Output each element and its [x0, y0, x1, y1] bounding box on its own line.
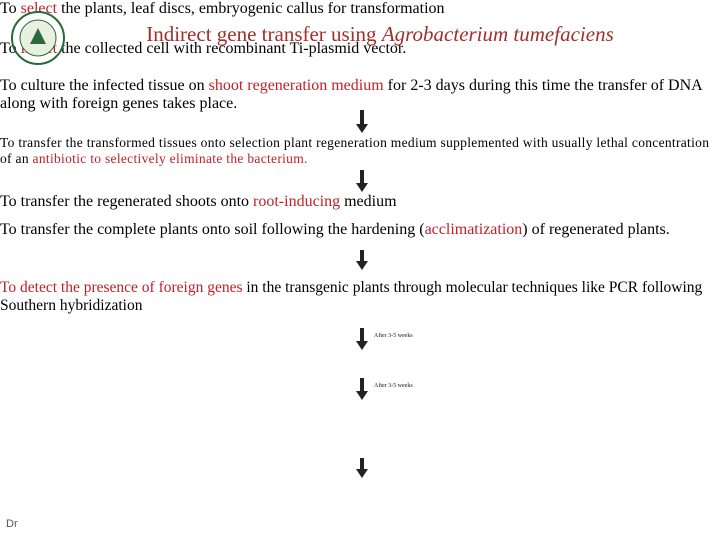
text-segment: ) of regenerated plants.: [522, 221, 670, 238]
text-segment: for 2-3 days during this time the transf…: [0, 77, 702, 112]
arrow-label: After 3-5 weeks: [374, 383, 413, 389]
text-segment: the plants, leaf discs, embryogenic call…: [57, 0, 445, 17]
text-segment: in the transgenic plants through molecul…: [0, 279, 703, 314]
text-segment: medium: [340, 193, 397, 210]
footer: Dr: [6, 518, 18, 530]
step-box: To transfer the complete plants onto soi…: [0, 221, 720, 279]
step-text: To select the plants, leaf discs, embryo…: [0, 0, 720, 18]
title-part: Agrobacterium tumefaciens: [381, 22, 614, 46]
text-segment: To: [0, 0, 21, 17]
text-segment: root-inducing: [253, 193, 341, 210]
step-text: To detect the presence of foreign genes …: [0, 279, 720, 315]
text-segment: To detect the presence of foreign genes: [0, 279, 243, 296]
step-box: To select the plants, leaf discs, embryo…: [0, 0, 720, 40]
arrow-label: After 3-5 weeks: [374, 333, 413, 339]
title: Indirect gene transfer using Agrobacteri…: [0, 22, 720, 47]
step-box: To transfer the transformed tissues onto…: [0, 135, 720, 193]
text-segment: antibiotic to selectively eliminate the …: [32, 151, 308, 166]
step-text: To transfer the complete plants onto soi…: [0, 221, 720, 239]
text-segment: the collected cell with recombinant Ti-p…: [57, 40, 407, 57]
logo: [11, 11, 65, 65]
step-text: To culture the infected tissue on shoot …: [0, 77, 720, 113]
step-text: To transfer the regenerated shoots onto …: [0, 193, 720, 211]
arrow: [356, 378, 368, 400]
text-segment: To transfer the complete plants onto soi…: [0, 221, 425, 238]
text-segment: shoot regeneration medium: [208, 77, 384, 94]
text-segment: To culture the infected tissue on: [0, 77, 209, 94]
text-segment: To transfer the transformed tissues onto…: [0, 135, 710, 166]
arrow: [356, 458, 368, 478]
title-part: Indirect gene transfer using: [146, 22, 382, 46]
step-box: To detect the presence of foreign genes …: [0, 279, 720, 341]
arrow: [356, 170, 368, 192]
step-text: To transfer the transformed tissues onto…: [0, 135, 720, 167]
step-box: To transfer the regenerated shoots onto …: [0, 193, 720, 221]
arrow: [356, 328, 368, 350]
text-segment: acclimatization: [424, 221, 523, 238]
arrow: [356, 110, 368, 133]
text-segment: To transfer the regenerated shoots onto: [0, 193, 254, 210]
arrow: [356, 250, 368, 270]
step-box: To culture the infected tissue on shoot …: [0, 77, 720, 135]
